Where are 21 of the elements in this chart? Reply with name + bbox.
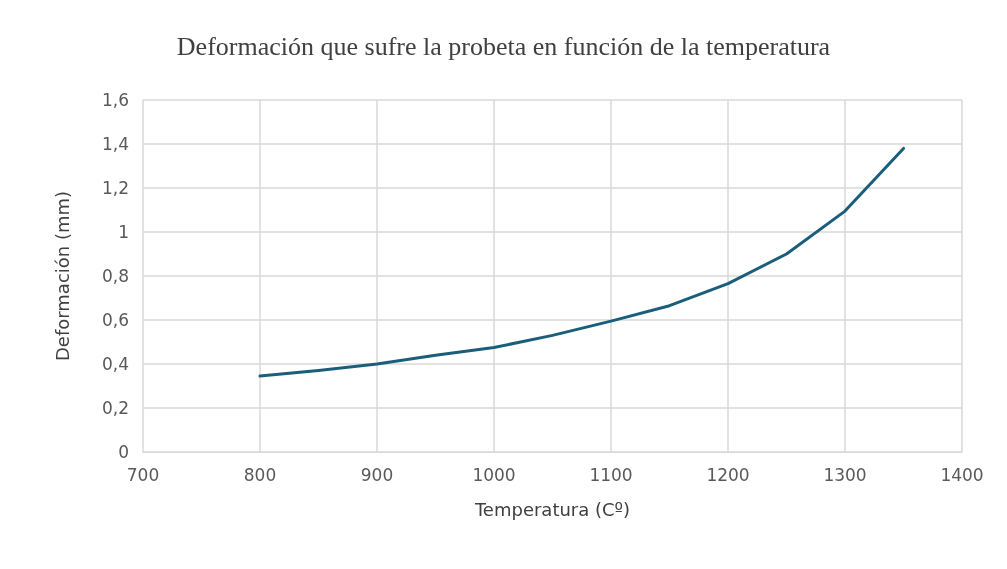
y-tick-label: 0,2 [101,398,129,418]
x-tick-label: 800 [243,464,277,485]
y-tick-label: 0,6 [101,310,129,330]
x-axis-title: Temperatura (Cº) [473,498,631,520]
x-tick-label: 1300 [823,464,867,485]
y-tick-label: 1,4 [101,134,129,154]
y-tick-label: 0,8 [101,266,129,286]
y-tick-label: 1 [118,222,129,242]
line-series [258,146,905,378]
y-tick-label: 0 [118,442,129,462]
chart-title: Deformación que sufre la probeta en función de la temperatura [176,31,831,61]
x-tick-label: 1400 [940,464,984,485]
x-tick-label: 1000 [472,464,516,485]
y-tick-label: 0,4 [101,354,129,374]
x-tick-label: 1200 [706,464,750,485]
y-tick-label: 1,6 [101,90,129,110]
x-tick-label: 700 [126,464,160,485]
y-tick-label: 1,2 [101,178,129,198]
x-tick-label: 900 [360,464,394,485]
x-tick-label: 1100 [589,464,633,485]
y-axis-title: Deformación (mm) [51,190,73,362]
